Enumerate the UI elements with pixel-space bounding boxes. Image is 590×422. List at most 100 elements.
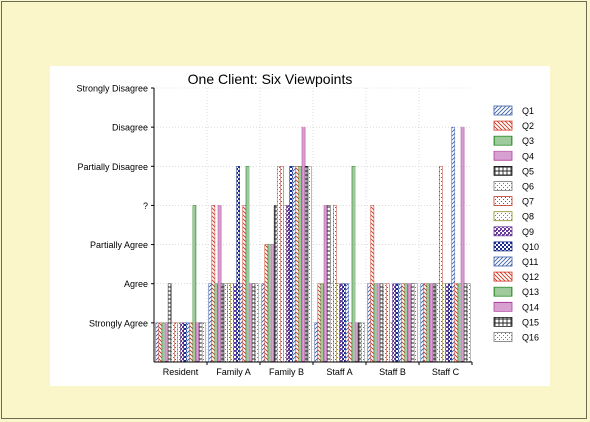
bar-staff-c-q13 — [457, 283, 462, 363]
bar-family-b-q8 — [283, 205, 287, 363]
x-tick-label: Family A — [216, 367, 251, 377]
bar-family-a-q11 — [239, 283, 244, 363]
x-tick-label: Staff C — [432, 367, 460, 377]
legend-label-q3: Q3 — [522, 136, 534, 146]
bar-family-b-q2 — [264, 244, 269, 363]
bar-family-b-q12 — [295, 166, 300, 363]
bar-staff-b-q11 — [398, 283, 403, 363]
legend-swatch-q14 — [493, 301, 513, 312]
legend-swatch-q3 — [493, 135, 513, 146]
bar-staff-b-q10 — [395, 283, 399, 363]
legend-label-q2: Q2 — [522, 121, 534, 131]
legend-swatch-q4 — [493, 150, 513, 161]
bar-staff-b-q12 — [401, 283, 406, 363]
bar-staff-b-q2 — [370, 205, 375, 363]
legend-label-q16: Q16 — [522, 333, 539, 343]
bar-staff-a-q12 — [348, 322, 353, 363]
bar-staff-a-q8 — [336, 283, 340, 363]
bar-family-a-q12 — [242, 205, 247, 363]
bar-staff-b-q9 — [392, 283, 396, 363]
bar-resident-q6 — [170, 322, 175, 363]
bar-staff-b-q8 — [389, 322, 393, 363]
bar-staff-b-q3 — [373, 283, 378, 363]
bar-staff-b-q1 — [367, 283, 372, 363]
bar-family-b-q16 — [307, 166, 312, 363]
bar-family-b-q6 — [276, 166, 281, 363]
legend-label-q14: Q14 — [522, 302, 539, 312]
bar-staff-c-q14 — [460, 126, 465, 363]
bar-family-a-q1 — [208, 283, 213, 363]
bar-resident-q16 — [201, 322, 206, 363]
bar-resident-q2 — [158, 322, 163, 363]
bar-family-a-q14 — [248, 283, 253, 363]
bar-family-a-q7 — [227, 283, 231, 363]
chart-area: One Client: Six Viewpoints Strongly Agre… — [50, 66, 550, 386]
y-tick-label: Agree — [124, 279, 148, 289]
legend-label-q13: Q13 — [522, 287, 539, 297]
y-tick-label: Strongly Disagree — [76, 84, 148, 94]
bar-family-b-q14 — [301, 126, 306, 363]
legend-swatch-q7 — [493, 196, 513, 207]
bar-staff-a-q6 — [329, 283, 334, 363]
bar-staff-a-q7 — [333, 205, 337, 363]
bar-family-a-q10 — [236, 166, 240, 363]
bar-staff-c-q8 — [442, 283, 446, 363]
bar-staff-b-q13 — [404, 283, 409, 363]
bar-resident-q9 — [180, 322, 184, 363]
x-tick-label: Staff B — [379, 367, 406, 377]
legend-swatch-q6 — [493, 181, 513, 191]
chart-title: One Client: Six Viewpoints — [188, 71, 353, 87]
bar-staff-b-q4 — [376, 283, 381, 363]
bar-family-b-q13 — [298, 166, 303, 363]
bar-family-b-q9 — [286, 205, 290, 363]
bar-resident-q10 — [183, 322, 187, 363]
bar-family-b-q1 — [261, 283, 266, 363]
legend-swatch-q2 — [493, 120, 513, 131]
bar-family-a-q9 — [233, 283, 237, 363]
bar-staff-b-q6 — [382, 283, 387, 363]
legend-label-q8: Q8 — [522, 212, 534, 222]
bar-family-b-q10 — [289, 166, 293, 363]
bar-staff-a-q5 — [326, 205, 331, 363]
bar-family-a-q3 — [214, 283, 219, 363]
legend-label-q15: Q15 — [522, 317, 539, 327]
legend-label-q10: Q10 — [522, 242, 539, 252]
bar-staff-a-q2 — [317, 283, 322, 363]
bar-family-a-q2 — [211, 205, 216, 363]
bar-staff-b-q16 — [413, 283, 418, 363]
bar-staff-c-q10 — [448, 283, 452, 363]
bar-resident-q7 — [174, 322, 178, 363]
bar-staff-c-q12 — [454, 283, 459, 363]
legend-swatch-q10 — [493, 241, 513, 252]
bar-resident-q4 — [164, 322, 169, 363]
bar-staff-c-q1 — [420, 283, 425, 363]
legend-label-q9: Q9 — [522, 227, 534, 237]
y-tick-label: Disagree — [112, 123, 148, 133]
bar-family-a-q6 — [223, 283, 228, 363]
legend-swatch-q16 — [493, 332, 513, 342]
bar-staff-c-q11 — [451, 126, 456, 363]
bar-staff-a-q4 — [323, 205, 328, 363]
legend-swatch-q15 — [493, 316, 513, 327]
bar-family-a-q4 — [217, 205, 222, 363]
x-tick-label: Resident — [163, 367, 199, 377]
legend-label-q11: Q11 — [522, 257, 538, 267]
bar-resident-q14 — [195, 322, 200, 363]
y-tick-label: Partially Disagree — [77, 162, 148, 172]
bar-staff-a-q3 — [320, 283, 325, 363]
y-tick-label: Strongly Agree — [89, 318, 148, 328]
bar-resident-q13 — [192, 205, 197, 363]
bar-family-b-q3 — [267, 244, 272, 363]
bar-resident-q3 — [161, 322, 166, 363]
bar-staff-b-q7 — [386, 283, 390, 363]
bar-family-b-q4 — [270, 244, 275, 363]
legend-label-q12: Q12 — [522, 272, 539, 282]
axis-layer: Strongly Agree Agree Partially Agree? Parti… — [76, 84, 473, 377]
bar-family-a-q13 — [245, 166, 250, 363]
bar-resident-q12 — [189, 322, 194, 363]
bar-staff-c-q6 — [435, 283, 440, 363]
grid-layer — [154, 87, 472, 362]
bar-staff-b-q15 — [410, 283, 415, 363]
legend-swatch-q8 — [493, 211, 513, 222]
